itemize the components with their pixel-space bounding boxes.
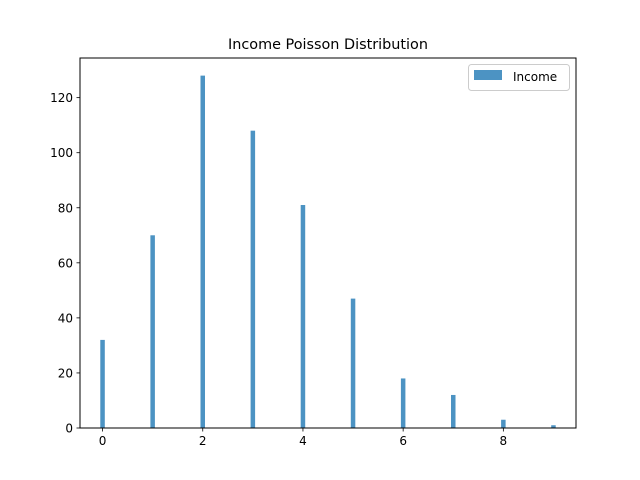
y-axis-ticks: 0 20 40 60 80 100 120 [50, 91, 80, 436]
x-tick-label-0: 0 [99, 434, 107, 448]
legend-swatch [474, 70, 502, 80]
y-tick-label-0: 0 [65, 422, 73, 436]
y-tick-label-120: 120 [50, 91, 73, 105]
plot-frame [79, 57, 577, 429]
y-tick-label-100: 100 [50, 146, 73, 160]
x-tick-label-2: 2 [199, 434, 207, 448]
legend-label-income: Income [513, 70, 557, 84]
plot-area [80, 58, 576, 428]
y-tick-label-80: 80 [58, 201, 73, 215]
y-tick-label-60: 60 [58, 256, 73, 270]
bar-5 [350, 298, 356, 428]
bar-6 [400, 378, 406, 428]
bar-9 [551, 425, 556, 428]
bar-7 [450, 394, 456, 428]
x-tick-label-4: 4 [299, 434, 307, 448]
y-tick-label-20: 20 [58, 366, 73, 380]
bar-8 [501, 419, 506, 428]
x-tick-label-8: 8 [500, 434, 508, 448]
x-tick-label-6: 6 [399, 434, 407, 448]
bars [100, 75, 556, 428]
bar-2 [200, 75, 206, 428]
bar-4 [300, 205, 306, 428]
legend: Income [468, 64, 570, 91]
chart-title: Income Poisson Distribution [228, 37, 428, 53]
x-axis-ticks: 0 2 4 6 8 [99, 428, 507, 448]
bar-0 [100, 339, 105, 428]
bar-3 [250, 130, 256, 428]
bar-1 [150, 235, 155, 428]
y-tick-label-40: 40 [58, 311, 73, 325]
